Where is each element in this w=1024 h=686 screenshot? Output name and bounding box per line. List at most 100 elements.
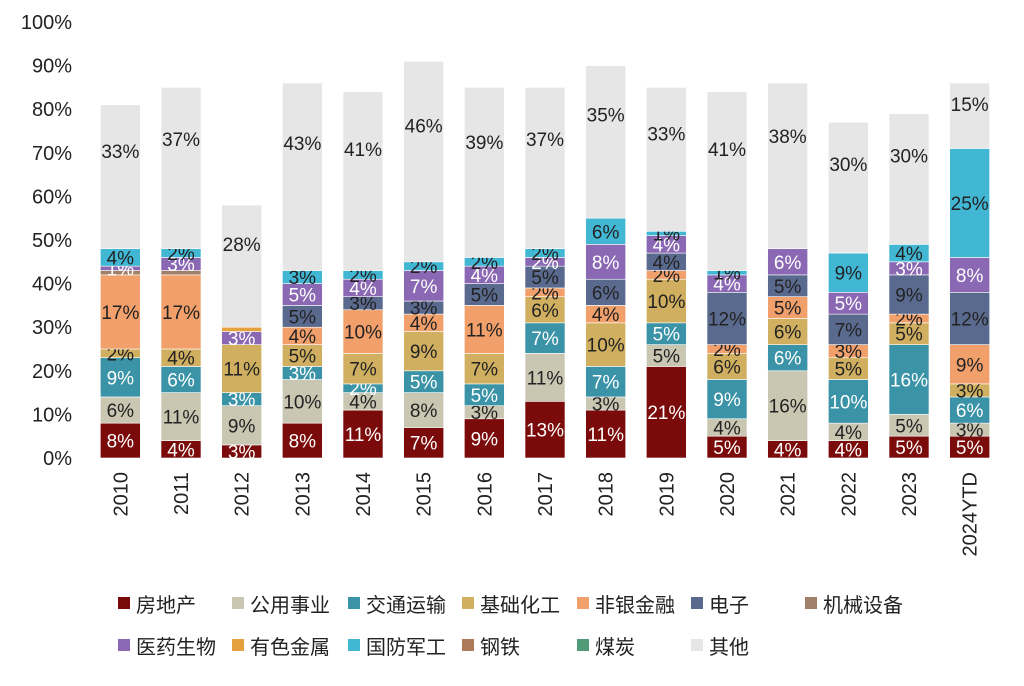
legend-label: 国防军工 xyxy=(366,635,446,659)
data-label: 28% xyxy=(223,235,261,256)
bar-segment xyxy=(160,274,202,350)
data-label: 5% xyxy=(895,438,923,459)
data-label: 7% xyxy=(410,434,438,455)
data-label: 8% xyxy=(592,253,620,274)
data-label: 6% xyxy=(774,349,802,370)
legend-swatch xyxy=(805,597,817,609)
data-label: 5% xyxy=(835,294,863,315)
data-label: 2% xyxy=(531,253,559,274)
data-label: 4% xyxy=(349,279,377,300)
bar-segment xyxy=(221,344,262,393)
bar-segment xyxy=(160,392,202,441)
data-label: 5% xyxy=(653,325,681,346)
data-label: 4% xyxy=(713,275,741,296)
legend-swatch xyxy=(577,597,589,609)
bar-segment xyxy=(403,331,444,372)
y-tick-label: 30% xyxy=(32,317,72,339)
data-label: 5% xyxy=(531,268,559,289)
data-label: 7% xyxy=(835,320,863,341)
legend-swatch xyxy=(462,597,474,609)
bar-segment xyxy=(100,396,141,424)
data-label: 9% xyxy=(835,264,863,285)
y-tick-label: 100% xyxy=(21,12,72,34)
bar-segment xyxy=(342,353,384,385)
bar-segment xyxy=(888,274,930,315)
data-label: 9% xyxy=(471,429,499,450)
data-label: 41% xyxy=(344,140,382,161)
data-label: 4% xyxy=(653,235,681,256)
data-label: 4% xyxy=(410,314,438,335)
data-label: 4% xyxy=(895,244,923,265)
data-label: 3% xyxy=(956,381,984,402)
legend-swatch xyxy=(118,639,130,651)
data-label: 3% xyxy=(349,294,377,315)
data-label: 2% xyxy=(471,253,499,274)
legend-swatch xyxy=(691,597,703,609)
bar-segment xyxy=(464,87,505,258)
data-label: 7% xyxy=(471,360,499,381)
data-label: 39% xyxy=(465,133,503,154)
data-label: 4% xyxy=(774,440,802,461)
data-label: 3% xyxy=(895,259,923,280)
data-label: 11% xyxy=(345,425,382,446)
data-label: 17% xyxy=(162,303,200,324)
bar-segment xyxy=(160,366,202,393)
data-label: 4% xyxy=(289,327,317,348)
bar-segment xyxy=(646,366,687,459)
data-label: 6% xyxy=(774,253,802,274)
data-label: 4% xyxy=(592,305,620,326)
data-label: 9% xyxy=(956,355,984,376)
bar-segment xyxy=(524,353,566,402)
data-label: 6% xyxy=(774,323,802,344)
data-label: 9% xyxy=(107,368,135,389)
legend-label: 房地产 xyxy=(136,593,196,617)
data-label: 10% xyxy=(647,292,685,313)
data-label: 6% xyxy=(531,301,559,322)
data-label: 4% xyxy=(835,423,863,444)
data-label: 35% xyxy=(587,105,625,126)
data-label: 25% xyxy=(951,194,989,215)
data-label: 2% xyxy=(713,340,741,361)
data-label: 3% xyxy=(471,403,499,424)
data-label: 12% xyxy=(951,309,989,330)
data-label: 3% xyxy=(228,390,256,411)
data-label: 5% xyxy=(895,325,923,346)
data-label: 5% xyxy=(835,360,863,381)
legend-label: 有色金属 xyxy=(250,635,330,659)
data-label: 15% xyxy=(951,95,989,116)
data-label: 5% xyxy=(289,286,317,307)
bar-segment xyxy=(524,87,566,250)
legend-label: 医药生物 xyxy=(136,635,216,659)
data-label: 38% xyxy=(769,127,807,148)
data-label: 30% xyxy=(829,155,867,176)
bar-segment xyxy=(585,65,626,219)
y-tick-label: 80% xyxy=(32,99,72,121)
y-tick-label: 40% xyxy=(32,274,72,296)
legend-label: 公用事业 xyxy=(250,593,330,617)
bar-segment xyxy=(767,344,808,372)
x-tick-label: 2016 xyxy=(474,472,496,516)
data-label: 4% xyxy=(653,253,681,274)
data-label: 7% xyxy=(592,373,620,394)
data-label: 30% xyxy=(890,146,928,167)
data-label: 6% xyxy=(107,401,135,422)
bar-segment xyxy=(403,60,444,263)
data-label: 10% xyxy=(344,323,382,344)
data-label: 10% xyxy=(283,392,321,413)
bar-segment xyxy=(706,91,748,271)
bar-segment xyxy=(342,309,384,354)
bar-segment xyxy=(828,252,869,293)
data-label: 9% xyxy=(895,286,923,307)
data-label: 9% xyxy=(228,416,256,437)
data-label: 2% xyxy=(531,283,559,304)
x-tick-label: 2015 xyxy=(414,472,436,517)
legend-label: 电子 xyxy=(709,593,749,617)
x-tick-label: 2014 xyxy=(353,472,375,517)
bar-segment xyxy=(403,270,444,302)
bar-segment xyxy=(160,87,202,250)
data-label: 8% xyxy=(289,432,317,453)
data-label: 3% xyxy=(835,342,863,363)
bar-segment xyxy=(767,248,808,276)
bar-segment xyxy=(706,379,748,420)
data-label: 16% xyxy=(769,397,807,418)
